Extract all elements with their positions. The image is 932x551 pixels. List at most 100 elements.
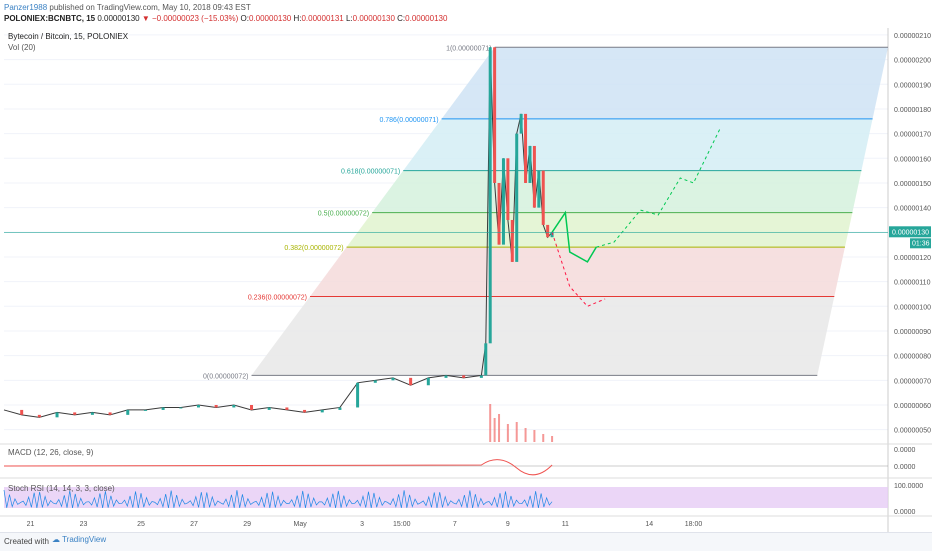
volume-bar — [524, 428, 527, 442]
y-tick-label: 0.00000170 — [894, 132, 931, 139]
candle — [55, 412, 59, 418]
fib-band — [403, 118, 873, 171]
countdown-badge — [910, 238, 931, 249]
candle — [108, 412, 112, 415]
x-tick-label: 3 — [360, 521, 364, 528]
macd-label: MACD (12, 26, close, 9) — [8, 448, 94, 457]
close-label: C: — [397, 14, 406, 23]
countdown-text: 01:36 — [912, 240, 930, 247]
candle — [546, 224, 550, 238]
current-price-badge — [889, 226, 931, 238]
fib-level-label: 0(0.00000072) — [203, 373, 249, 380]
stoch-k-line — [3, 489, 553, 509]
candle — [484, 343, 488, 376]
close-value: 0.00000130 — [405, 14, 448, 23]
candle — [20, 409, 24, 415]
low-label: L: — [345, 14, 353, 23]
candle — [426, 377, 430, 386]
chart-title: Bytecoin / Bitcoin, 15, POLONIEX — [8, 32, 129, 41]
symbol-label: POLONIEX:BCNBTC, 15 — [4, 14, 96, 23]
candle — [532, 145, 536, 208]
candle — [493, 47, 497, 183]
y-tick-label: 0.00000060 — [894, 403, 931, 410]
publish-line: Panzer1988 published on TradingView.com,… — [4, 2, 251, 13]
created-with: Created with — [4, 537, 49, 546]
fib-band — [346, 212, 853, 248]
candle — [462, 375, 466, 378]
footer: Created with ☁ TradingView — [0, 532, 932, 551]
fib-level-label: 1(0.00000071) — [446, 45, 492, 52]
candle — [391, 377, 395, 381]
candle — [232, 404, 236, 408]
vol-label: Vol (20) — [8, 43, 36, 52]
stoch-tick: 0.0000 — [894, 509, 916, 516]
macd-tick: 0.0000 — [894, 464, 916, 471]
y-tick-label: 0.00000110 — [894, 280, 931, 287]
volume-bar — [551, 436, 554, 442]
candle — [488, 47, 492, 344]
current-price-text: 0.00000130 — [892, 229, 929, 236]
y-tick-label: 0.00000160 — [894, 156, 931, 163]
fib-band — [372, 170, 862, 213]
tradingview-brand: TradingView — [62, 535, 107, 544]
candle — [537, 170, 541, 208]
candle — [161, 407, 165, 410]
projection-up-solid — [551, 210, 597, 263]
candle — [214, 404, 218, 408]
volume-bar — [533, 430, 536, 442]
candle — [501, 158, 505, 245]
low-value: 0.00000130 — [352, 14, 395, 23]
author-link[interactable]: Panzer1988 — [4, 3, 48, 12]
tradingview-logo[interactable]: ☁ TradingView — [52, 535, 107, 544]
x-tick-label: 11 — [562, 521, 569, 528]
candle — [409, 377, 413, 386]
y-tick-label: 0.00000070 — [894, 378, 931, 385]
ohlc-line: POLONIEX:BCNBTC, 15 0.00000130 ▼ −0.0000… — [4, 13, 447, 24]
y-tick-label: 0.00000210 — [894, 33, 931, 40]
projection-up-dashed — [596, 128, 721, 248]
candle — [179, 407, 183, 409]
candle — [73, 412, 77, 415]
candle — [356, 382, 360, 408]
fib-level-label: 0.5(0.00000072) — [318, 211, 369, 218]
fib-level-label: 0.236(0.00000072) — [248, 294, 307, 301]
fib-band — [310, 247, 845, 297]
fib-level-label: 0.618(0.00000071) — [341, 169, 400, 176]
change-value: ▼ −0.00000023 (−15.03%) — [141, 14, 239, 23]
candle — [250, 404, 254, 410]
volume-bar — [542, 434, 545, 442]
candle — [510, 219, 514, 262]
candle — [196, 404, 200, 408]
y-tick-label: 0.00000050 — [894, 428, 931, 435]
candle — [524, 113, 528, 183]
fib-level-label: 0.786(0.00000071) — [379, 117, 438, 124]
x-tick-label: 27 — [190, 521, 198, 528]
change-text: −0.00000023 (−15.03%) — [152, 14, 239, 23]
candle — [479, 375, 483, 378]
candle — [126, 409, 130, 415]
volume-bar — [515, 422, 518, 442]
candle — [37, 414, 41, 418]
stoch-band — [4, 487, 888, 508]
stoch-tick: 100.0000 — [894, 483, 923, 490]
candle — [338, 407, 342, 410]
high-value: 0.00000131 — [301, 14, 344, 23]
x-tick-label: 23 — [80, 521, 88, 528]
x-tick-label: 7 — [453, 521, 457, 528]
y-tick-label: 0.00000200 — [894, 58, 931, 65]
candle — [515, 133, 519, 262]
candle — [497, 182, 501, 245]
candle — [519, 113, 523, 134]
candle — [550, 232, 554, 238]
volume-bar — [489, 404, 492, 442]
x-tick-label: 9 — [506, 521, 510, 528]
stoch-label: Stoch RSI (14, 14, 3, 3, close) — [8, 484, 115, 493]
volume-bar — [498, 414, 501, 442]
x-tick-label: 21 — [27, 521, 35, 528]
candle — [528, 145, 532, 183]
y-tick-label: 0.00000140 — [894, 206, 931, 213]
price-chart[interactable]: 0.00000210 0.00000200 0.00000190 0.00000180… — [0, 28, 932, 532]
y-tick-label: 0.00000100 — [894, 304, 931, 311]
x-tick-label: 14 — [645, 521, 653, 528]
candle — [320, 409, 324, 413]
